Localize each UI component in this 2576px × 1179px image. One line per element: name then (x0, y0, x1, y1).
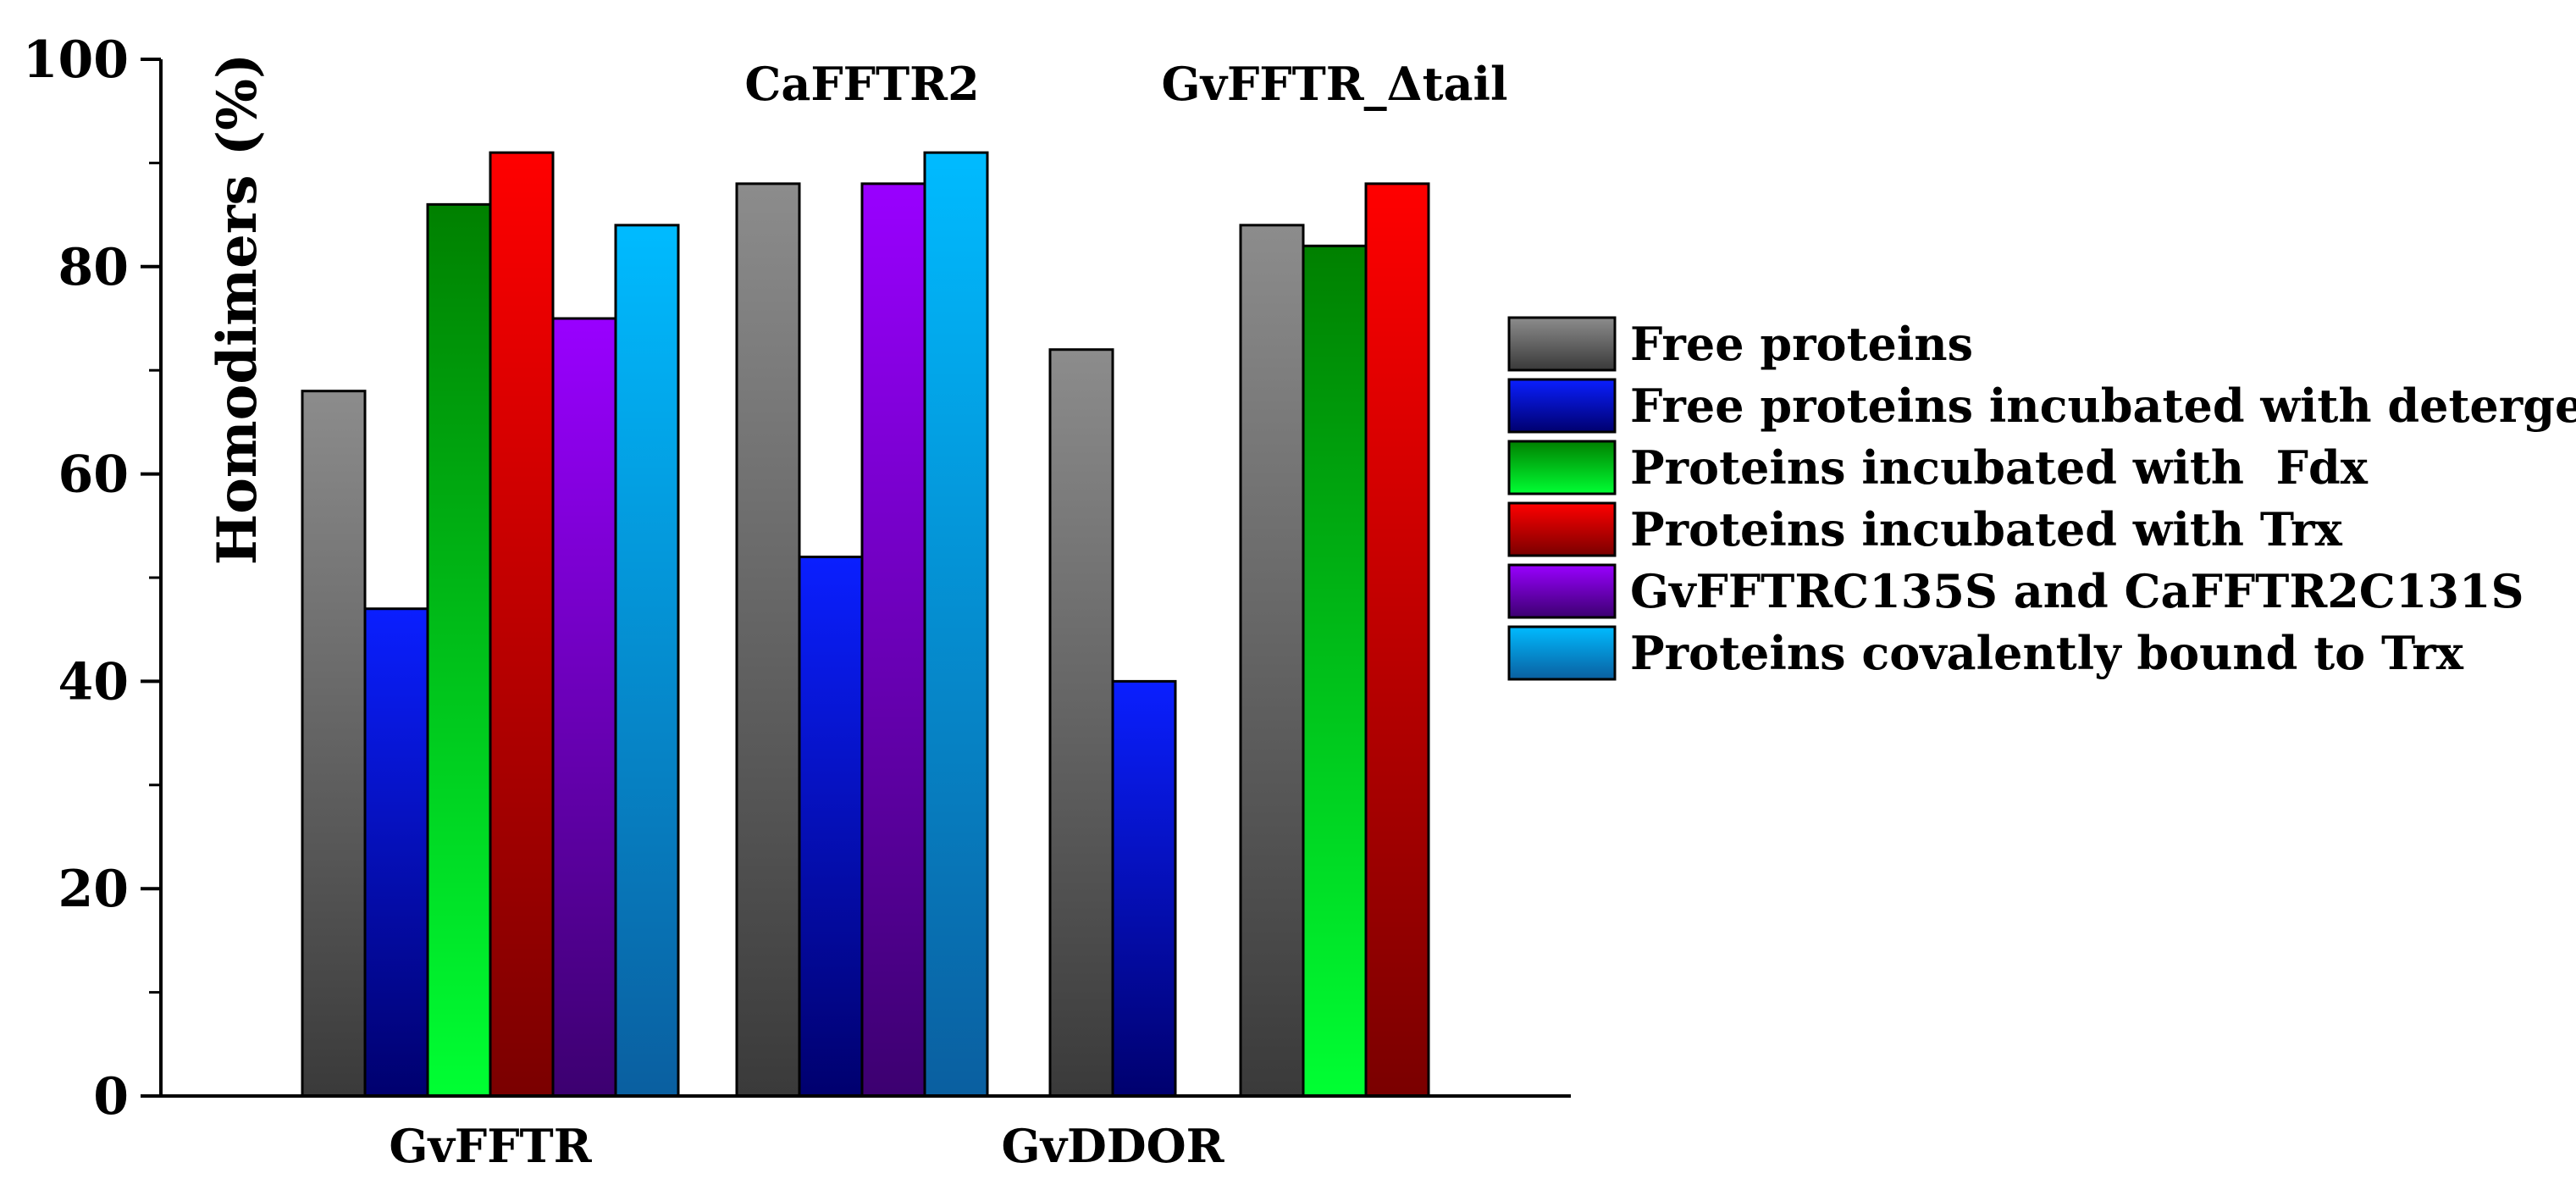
legend-swatch (1507, 378, 1617, 434)
bar-cafftr2-0 (735, 182, 801, 1098)
bar-gvfftr-2 (426, 202, 492, 1098)
y-tick-label: 20 (58, 860, 130, 919)
legend-label: Free proteins incubated with detergent (1630, 379, 2576, 433)
legend-label: Proteins incubated with Fdx (1630, 440, 2369, 495)
legend-swatch (1507, 316, 1617, 372)
bar-gvfftr-tail-3 (1364, 182, 1430, 1098)
bar-gvfftr-0 (301, 390, 367, 1098)
group-label: GvFFTR (389, 1119, 592, 1173)
y-tick-label: 0 (93, 1067, 129, 1126)
bar-gvfftr-5 (614, 224, 680, 1098)
y-ticks: 0 20 40 60 80 100 (23, 30, 161, 1126)
y-tick-label: 60 (58, 446, 130, 505)
legend-swatch (1507, 625, 1617, 681)
group-label: GvFFTR_Δtail (1161, 57, 1507, 111)
group-label: GvDDOR (1001, 1119, 1224, 1173)
legend-label: Proteins covalently bound to Trx (1630, 626, 2464, 680)
bars-layer (301, 151, 1430, 1098)
legend-label: Proteins incubated with Trx (1630, 502, 2343, 556)
group-labels: GvFFTR CaFFTR2 GvDDOR GvFFTR_Δtail (389, 57, 1507, 1173)
y-tick-label: 80 (58, 238, 130, 297)
legend-swatch (1507, 501, 1617, 557)
group-label: CaFFTR2 (744, 57, 979, 111)
bar-cafftr2-1 (798, 556, 864, 1098)
legend-label: GvFFTRC135S and CaFFTR2C131S (1630, 564, 2524, 618)
legend-label: Free proteins (1630, 317, 1973, 371)
legend-swatch (1507, 440, 1617, 495)
bar-gvfftr-tail-0 (1239, 224, 1305, 1098)
bar-gvfftr-tail-2 (1302, 244, 1368, 1098)
bar-gvfftr-4 (551, 317, 617, 1098)
bar-cafftr2-4 (860, 182, 926, 1098)
y-tick-label: 100 (23, 30, 129, 90)
legend: Free proteins Free proteins incubated wit… (1507, 316, 2576, 681)
bar-gvfftr-3 (489, 151, 555, 1098)
bar-cafftr2-5 (923, 151, 989, 1098)
legend-swatch (1507, 563, 1617, 619)
y-tick-label: 40 (58, 652, 130, 711)
bar-gvddor-0 (1048, 348, 1114, 1098)
bar-gvfftr-1 (363, 607, 429, 1098)
y-axis-label: Homodimers (%) (206, 53, 269, 565)
bar-gvddor-1 (1111, 679, 1177, 1098)
